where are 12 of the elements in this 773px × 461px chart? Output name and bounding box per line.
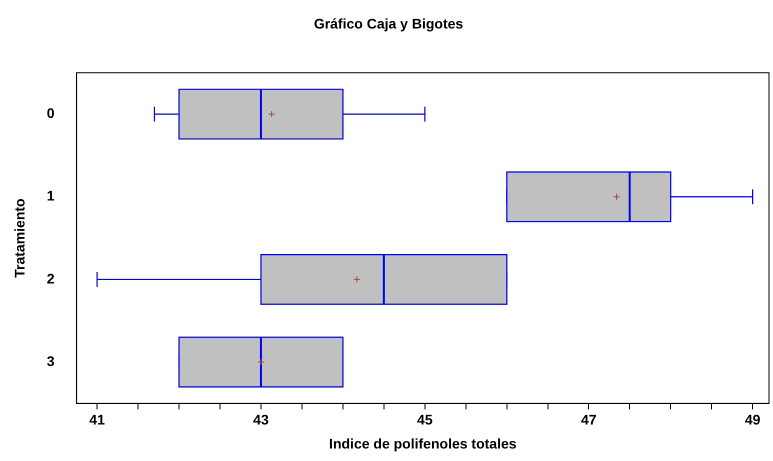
chart-title: Gráfico Caja y Bigotes xyxy=(314,15,464,32)
y-tick-label: 0 xyxy=(46,104,55,121)
y-tick-label: 3 xyxy=(46,352,55,369)
y-tick-label: 2 xyxy=(46,270,55,286)
y-axis-title: Tratamiento xyxy=(11,198,28,278)
x-tick-label: 43 xyxy=(253,412,269,428)
x-tick-label: 47 xyxy=(580,412,597,428)
x-tick-label: 41 xyxy=(89,412,106,428)
x-tick-label: 45 xyxy=(417,412,433,428)
y-tick-label: 1 xyxy=(46,188,55,204)
x-axis-title: Indice de polifenoles totales xyxy=(329,435,517,452)
x-tick-label: 49 xyxy=(744,412,761,428)
